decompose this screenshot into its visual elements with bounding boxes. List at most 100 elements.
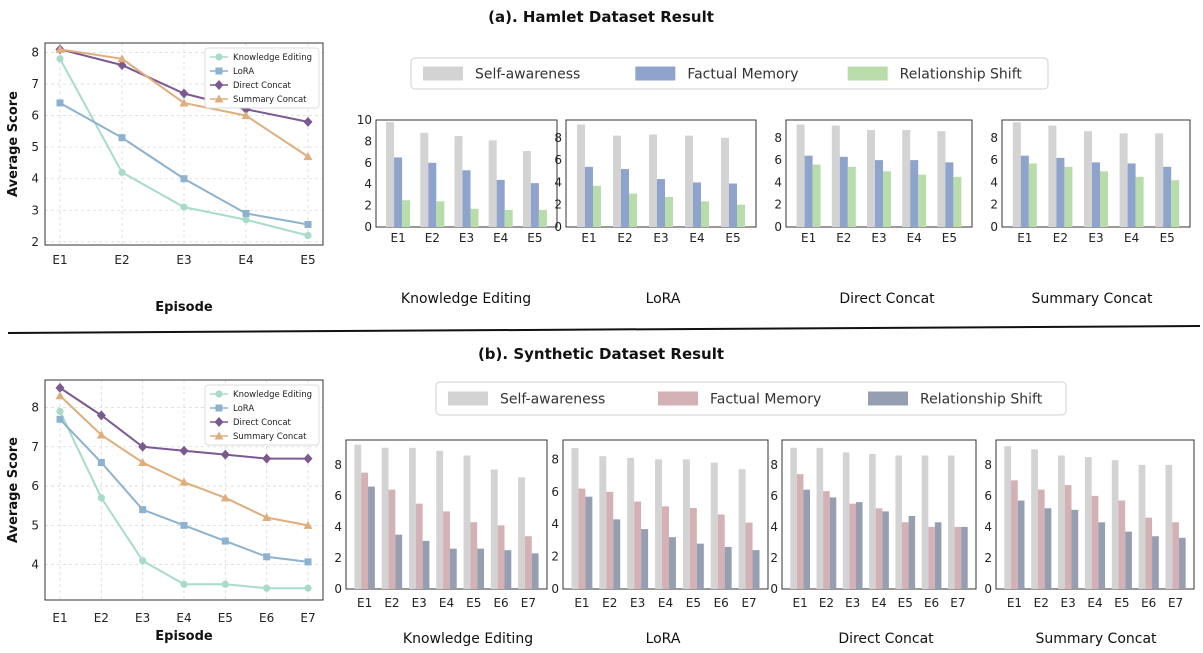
bar — [1111, 460, 1119, 589]
x-tick-label: E5 — [527, 231, 542, 245]
y-tick-label: 0 — [554, 220, 562, 234]
y-tick-label: 2 — [770, 551, 778, 565]
y-tick-label: 4 — [554, 175, 562, 189]
y-tick-label: 8 — [770, 458, 778, 472]
bar — [1011, 480, 1018, 589]
data-point — [242, 209, 250, 217]
bar — [937, 131, 946, 227]
data-point — [303, 116, 313, 127]
bar — [867, 130, 875, 227]
bar — [875, 160, 883, 227]
x-tick-label: E5 — [1114, 596, 1129, 610]
x-tick-label: E4 — [1124, 231, 1139, 245]
bar — [470, 522, 478, 589]
y-tick-label: 2 — [334, 551, 342, 565]
panel-label: Summary Concat — [1035, 631, 1157, 647]
bar — [531, 553, 539, 589]
bar-chart-b_bar_ke: 0 2 4 6 8 E1 E2 E3 E4 E5 E6 E7 Knowledge Editing — [334, 439, 548, 647]
bar — [1048, 125, 1057, 227]
x-tick-label: E4 — [907, 231, 922, 245]
charts-group: 2 3 4 5 6 7 8 E1 E2 E3 E4 E5 Episode Average Score Kno… — [6, 42, 1195, 647]
y-tick-label: 5 — [31, 518, 39, 532]
bar — [902, 522, 909, 589]
y-tick-label: 3 — [31, 203, 39, 217]
x-tick-label: E4 — [238, 253, 253, 267]
y-tick-label: 4 — [774, 175, 782, 189]
legend-label: Factual Memory — [710, 392, 821, 408]
bar — [1138, 464, 1146, 589]
data-point — [180, 521, 188, 529]
bar — [649, 134, 657, 227]
data-point — [221, 580, 229, 588]
y-tick-label: 2 — [364, 199, 372, 213]
bar — [395, 534, 403, 589]
y-tick-label: 2 — [31, 235, 39, 249]
y-tick-label: 6 — [984, 489, 992, 503]
bar — [530, 183, 539, 227]
bar — [1098, 522, 1106, 589]
panel-label: Knowledge Editing — [401, 291, 531, 307]
bar — [1044, 508, 1052, 589]
bar — [1012, 122, 1021, 227]
legend-label: Self-awareness — [475, 67, 580, 83]
bar — [1084, 131, 1092, 227]
y-tick-label: 6 — [774, 153, 782, 167]
y-axis-title: Average Score — [6, 91, 21, 197]
bar — [953, 176, 962, 227]
bar — [910, 160, 919, 227]
x-tick-label: E3 — [871, 231, 886, 245]
bar — [381, 447, 389, 589]
legend-marker — [215, 53, 223, 61]
bar — [538, 209, 547, 227]
bar — [488, 140, 497, 227]
bar — [804, 155, 813, 227]
y-tick-label: 8 — [984, 458, 992, 472]
legend-label: LoRA — [233, 404, 254, 414]
x-tick-label: E1 — [574, 596, 589, 610]
bar — [1091, 495, 1099, 589]
y-tick-label: 8 — [990, 131, 998, 145]
x-tick-label: E1 — [52, 611, 67, 625]
bar — [682, 459, 690, 589]
x-tick-label: E4 — [176, 611, 191, 625]
legend-marker — [215, 67, 223, 75]
x-tick-label: E4 — [689, 231, 704, 245]
bar — [856, 502, 863, 589]
data-point — [179, 98, 189, 107]
bar — [408, 447, 416, 589]
bar — [685, 135, 693, 227]
data-point — [180, 175, 188, 183]
data-point — [56, 55, 64, 63]
data-point — [220, 449, 230, 460]
data-point — [304, 558, 312, 566]
data-point — [97, 494, 105, 502]
data-point — [304, 584, 312, 592]
x-tick-label: E5 — [466, 596, 481, 610]
x-tick-label: E6 — [259, 611, 274, 625]
y-tick-label: 0 — [984, 582, 992, 596]
x-tick-label: E5 — [942, 231, 957, 245]
data-point — [262, 453, 272, 464]
bar — [908, 516, 916, 589]
data-point — [179, 477, 189, 486]
legend-label: Knowledge Editing — [233, 390, 312, 400]
legend-label: Summary Concat — [233, 95, 307, 105]
bar — [752, 550, 760, 589]
x-tick-label: E5 — [725, 231, 740, 245]
bar — [578, 488, 586, 589]
y-tick-label: 5 — [31, 140, 39, 154]
bar-legend-b_legend: Self-awareness Factual Memory Relationship… — [435, 381, 1067, 416]
data-point — [138, 458, 148, 466]
line-chart-b_line: 4 5 6 7 8 E1 E2 E3 E4 E5 E6 E7 Episode Average Score K… — [6, 379, 324, 644]
data-point — [55, 382, 65, 393]
bar — [585, 166, 593, 227]
legend-marker — [215, 404, 223, 412]
bar — [918, 174, 927, 227]
bar — [1031, 449, 1038, 589]
bar — [729, 183, 737, 227]
x-tick-label: E5 — [300, 253, 315, 267]
y-tick-label: 2 — [551, 550, 559, 564]
y-tick-label: 4 — [990, 175, 998, 189]
bar — [883, 171, 891, 227]
bar — [490, 469, 498, 589]
